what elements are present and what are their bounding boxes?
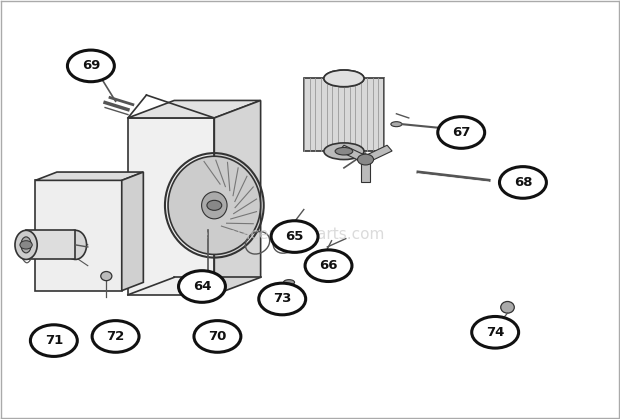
Text: 69: 69 bbox=[82, 59, 100, 72]
Circle shape bbox=[179, 271, 226, 303]
Text: 71: 71 bbox=[45, 334, 63, 347]
Text: 70: 70 bbox=[208, 330, 226, 343]
Ellipse shape bbox=[335, 147, 353, 155]
Polygon shape bbox=[128, 118, 215, 295]
Circle shape bbox=[472, 316, 518, 348]
Text: 68: 68 bbox=[514, 176, 532, 189]
Polygon shape bbox=[361, 160, 371, 182]
Circle shape bbox=[259, 283, 306, 315]
Ellipse shape bbox=[324, 70, 364, 87]
Text: 67: 67 bbox=[452, 126, 471, 139]
Circle shape bbox=[358, 154, 374, 165]
Circle shape bbox=[305, 250, 352, 282]
Ellipse shape bbox=[501, 302, 515, 313]
Ellipse shape bbox=[283, 279, 294, 285]
Polygon shape bbox=[35, 172, 143, 180]
Ellipse shape bbox=[15, 230, 37, 259]
Text: 66: 66 bbox=[319, 259, 338, 272]
Ellipse shape bbox=[64, 230, 87, 259]
Ellipse shape bbox=[101, 272, 112, 281]
Ellipse shape bbox=[168, 156, 260, 254]
Circle shape bbox=[68, 50, 114, 82]
Circle shape bbox=[207, 200, 222, 210]
Ellipse shape bbox=[324, 70, 364, 87]
Text: 73: 73 bbox=[273, 292, 291, 305]
Ellipse shape bbox=[21, 237, 31, 253]
Polygon shape bbox=[215, 101, 260, 295]
Polygon shape bbox=[35, 180, 122, 291]
Circle shape bbox=[271, 221, 318, 252]
Circle shape bbox=[92, 321, 139, 352]
Text: 74: 74 bbox=[486, 326, 504, 339]
Circle shape bbox=[500, 167, 546, 198]
Circle shape bbox=[438, 116, 485, 148]
Text: 72: 72 bbox=[107, 330, 125, 343]
Polygon shape bbox=[363, 145, 392, 163]
Circle shape bbox=[20, 241, 32, 249]
Polygon shape bbox=[304, 78, 384, 151]
Ellipse shape bbox=[202, 192, 227, 219]
Ellipse shape bbox=[324, 143, 364, 160]
Text: eReplacementParts.com: eReplacementParts.com bbox=[198, 227, 384, 242]
Text: 65: 65 bbox=[285, 230, 304, 243]
Circle shape bbox=[194, 321, 241, 352]
Polygon shape bbox=[122, 172, 143, 291]
Ellipse shape bbox=[391, 122, 402, 127]
Polygon shape bbox=[128, 101, 260, 118]
Circle shape bbox=[30, 325, 78, 357]
Polygon shape bbox=[339, 145, 368, 163]
Text: 64: 64 bbox=[193, 280, 211, 293]
Polygon shape bbox=[26, 230, 76, 259]
